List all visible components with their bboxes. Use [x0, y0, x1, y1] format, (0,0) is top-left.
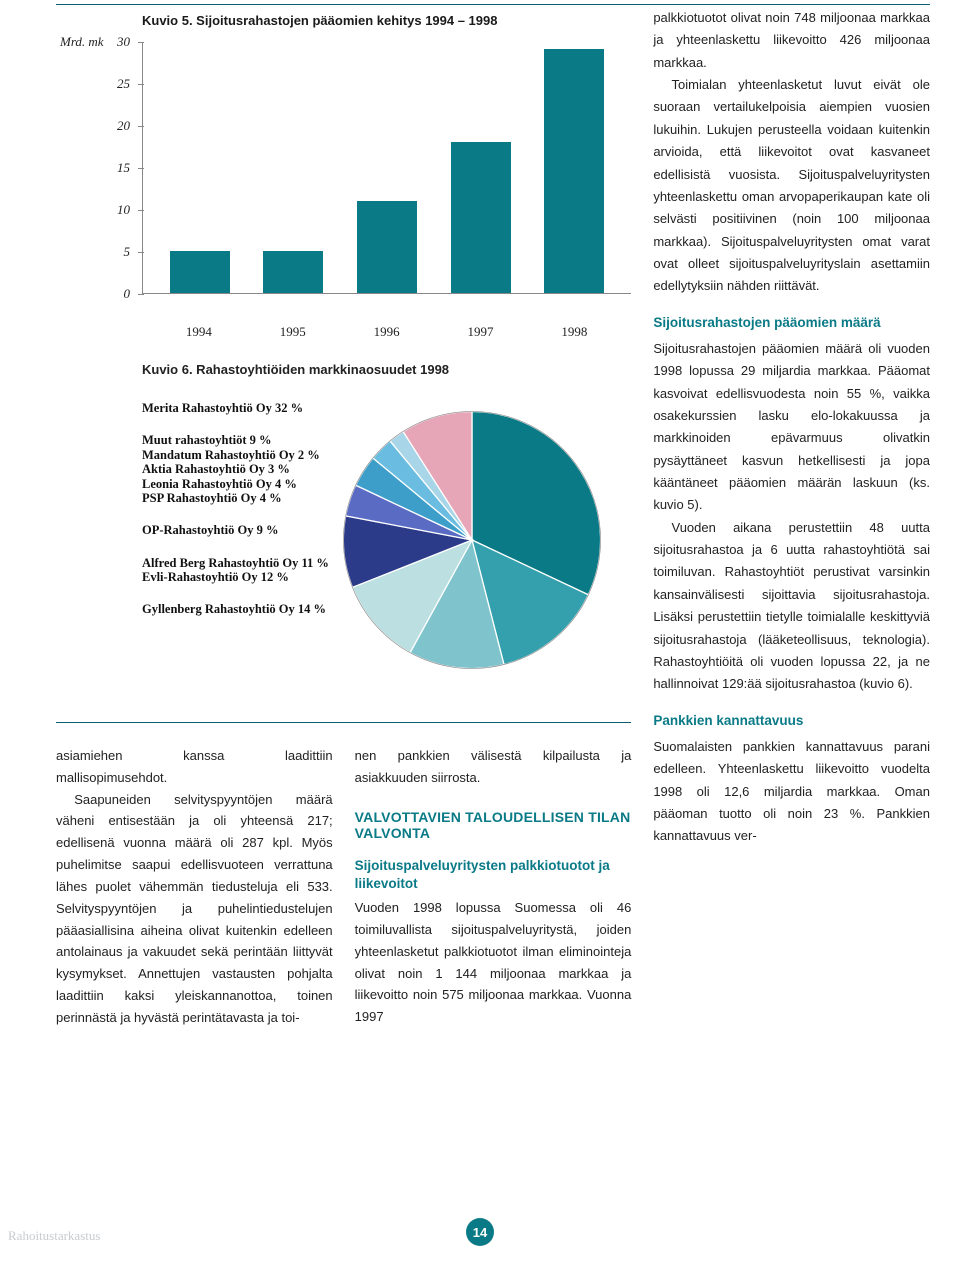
- kuvio6-chart: Kuvio 6. Rahastoyhtiöiden markkinaosuude…: [56, 362, 631, 700]
- kuvio5-xlabel: 1995: [280, 324, 306, 340]
- kuvio5-xlabel: 1994: [186, 324, 212, 340]
- page-number: 14: [466, 1218, 494, 1246]
- text-col-3: palkkiotuotot olivat noin 748 miljoonaa …: [653, 5, 930, 1029]
- mid-rule: [56, 722, 631, 723]
- c3p4: Vuoden aikana perustettiin 48 uutta sijo…: [653, 517, 930, 696]
- kuvio6-slice-label: Gyllenberg Rahastoyhtiö Oy 14 %: [142, 602, 329, 616]
- text-col-2: nen pankkien välisestä kilpailusta ja as…: [355, 745, 632, 1029]
- kuvio6-slice-label: PSP Rahastoyhtiö Oy 4 %: [142, 491, 329, 505]
- heading-paaomat: Sijoitusrahastojen pääomien määrä: [653, 314, 930, 332]
- kuvio5-xlabel: 1996: [374, 324, 400, 340]
- kuvio5-ytick: 5: [90, 244, 130, 260]
- kuvio6-title: Kuvio 6. Rahastoyhtiöiden markkinaosuude…: [142, 362, 631, 377]
- c2p1: nen pankkien välisestä kilpailusta ja as…: [355, 745, 632, 789]
- kuvio6-pie: [337, 405, 607, 678]
- kuvio6-slice-label: Mandatum Rahastoyhtiö Oy 2 %: [142, 448, 329, 462]
- c3p5: Suomalaisten pankkien kannattavuus paran…: [653, 736, 930, 848]
- kuvio6-slice-label: Leonia Rahastoyhtiö Oy 4 %: [142, 477, 329, 491]
- kuvio5-ytick: 10: [90, 202, 130, 218]
- kuvio6-slice-label: Alfred Berg Rahastoyhtiö Oy 11 %: [142, 556, 329, 570]
- kuvio5-ytick: 15: [90, 160, 130, 176]
- c3p2: Toimialan yhteenlasketut luvut eivät ole…: [653, 74, 930, 298]
- c2p2: Vuoden 1998 lopussa Suomessa oli 46 toim…: [355, 897, 632, 1028]
- kuvio5-chart: Kuvio 5. Sijoitusrahastojen pääomien keh…: [56, 13, 631, 340]
- kuvio6-slice-label: OP-Rahastoyhtiö Oy 9 %: [142, 523, 329, 537]
- kuvio5-xlabel: 1998: [561, 324, 587, 340]
- kuvio5-ytick: 30: [90, 34, 130, 50]
- kuvio5-bar: [263, 251, 323, 293]
- kuvio5-bar: [544, 49, 604, 293]
- kuvio5-ytick: 25: [90, 76, 130, 92]
- heading-palkkio: Sijoituspalveluyritysten palkkiotuotot j…: [355, 857, 632, 893]
- kuvio5-plot: [142, 42, 631, 294]
- kuvio5-bar: [170, 251, 230, 293]
- kuvio6-slice-label: Muut rahastoyhtiöt 9 %: [142, 433, 329, 447]
- kuvio5-bar: [357, 201, 417, 293]
- kuvio5-ytick: 0: [90, 286, 130, 302]
- kuvio5-xlabel: 1997: [468, 324, 494, 340]
- kuvio5-bar: [451, 142, 511, 293]
- kuvio6-slice-label: Aktia Rahastoyhtiö Oy 3 %: [142, 462, 329, 476]
- kuvio5-title: Kuvio 5. Sijoitusrahastojen pääomien keh…: [142, 13, 631, 28]
- kuvio5-xlabels: 1994 1995 1996 1997 1998: [142, 318, 631, 340]
- publication-name: Rahoitustarkastus: [8, 1228, 100, 1244]
- c3p1: palkkiotuotot olivat noin 748 miljoonaa …: [653, 7, 930, 74]
- text-col-1: asiamiehen kanssa laadittiin mallisopimu…: [56, 745, 333, 1029]
- c1p1: asiamiehen kanssa laadittiin mallisopimu…: [56, 745, 333, 789]
- heading-pankit: Pankkien kannattavuus: [653, 712, 930, 730]
- kuvio5-ytick: 20: [90, 118, 130, 134]
- c3p3: Sijoitusrahastojen pääomien määrä oli vu…: [653, 338, 930, 517]
- kuvio6-slice-label: Evli-Rahastoyhtiö Oy 12 %: [142, 570, 329, 584]
- heading-valvonta: VALVOTTAVIEN TALOUDELLISEN TILAN VALVONT…: [355, 809, 632, 841]
- kuvio6-slice-label: Merita Rahastoyhtiö Oy 32 %: [142, 401, 329, 415]
- kuvio6-labels: Merita Rahastoyhtiö Oy 32 % Muut rahastoy…: [142, 401, 329, 617]
- c1p2: Saapuneiden selvityspyyntöjen määrä vähe…: [56, 789, 333, 1029]
